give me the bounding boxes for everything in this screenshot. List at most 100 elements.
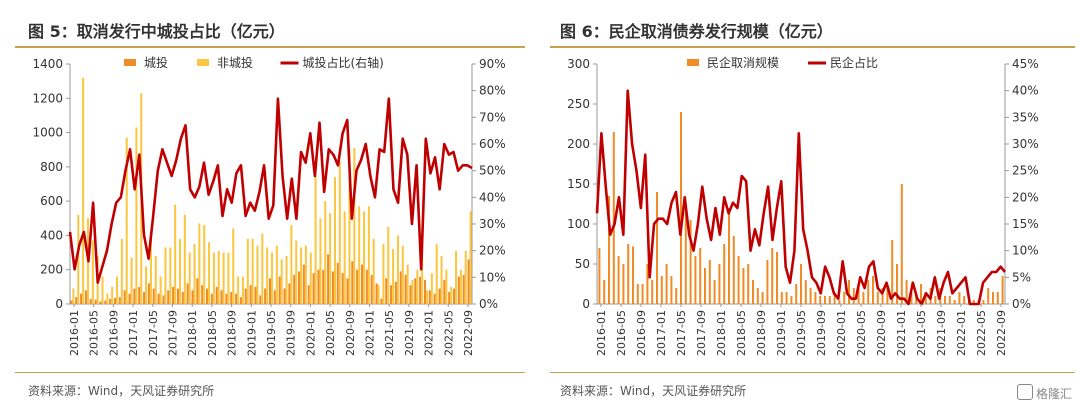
left-bar-b xyxy=(101,276,104,304)
right-bar-a xyxy=(857,288,860,304)
left-bar-a xyxy=(293,274,296,304)
left-bar-b xyxy=(275,245,278,304)
right-x-tick-label: 2020-05 xyxy=(855,310,868,356)
left-x-tick-label: 2021-01 xyxy=(364,310,377,356)
left-bar-a xyxy=(244,288,247,304)
left-bar-a xyxy=(191,290,194,304)
left-bar-a xyxy=(259,295,262,304)
left-bar-b xyxy=(440,256,443,304)
left-bar-a xyxy=(89,298,92,304)
right-bar-a xyxy=(780,292,783,304)
left-bar-a xyxy=(201,285,204,304)
left-y-left-tick-label: 800 xyxy=(40,160,63,174)
left-bar-b xyxy=(459,269,462,304)
right-bar-a xyxy=(703,268,707,304)
chart-title-left: 图 5：取消发行中城投占比（亿元） xyxy=(28,22,285,41)
left-y-right-tick-label: 70% xyxy=(479,110,506,124)
left-bar-b xyxy=(290,225,293,304)
left-bar-a xyxy=(215,286,218,304)
left-bar-b xyxy=(212,252,215,304)
right-bar-a xyxy=(771,248,774,304)
left-x-tick-label: 2020-09 xyxy=(344,310,357,356)
right-bar-a xyxy=(804,280,807,304)
right-bar-a xyxy=(1001,276,1004,304)
left-bar-b xyxy=(396,235,399,304)
left-bar-b xyxy=(464,250,467,304)
right-bar-a xyxy=(785,292,788,304)
right-x-tick-label: 2022-05 xyxy=(975,310,988,356)
left-bar-b xyxy=(416,269,419,304)
left-bar-b xyxy=(411,280,414,304)
left-x-tick-label: 2017-09 xyxy=(167,310,180,356)
left-bar-a xyxy=(99,301,102,304)
right-y-right-tick-label: 30% xyxy=(1012,137,1039,151)
right-y-right-tick-label: 25% xyxy=(1012,164,1039,178)
left-bar-b xyxy=(227,252,230,304)
left-bar-a xyxy=(307,285,310,304)
left-y-right-tick-label: 60% xyxy=(479,137,506,151)
left-x-tick-label: 2022-05 xyxy=(442,310,455,356)
right-x-tick-label: 2021-09 xyxy=(935,310,948,356)
left-bar-a xyxy=(230,292,233,304)
left-bar-a xyxy=(423,280,426,304)
right-bar-a xyxy=(891,240,894,304)
right-bar-a xyxy=(943,296,947,304)
left-bar-b xyxy=(241,276,244,304)
right-bar-a xyxy=(627,244,630,304)
left-y-left-tick-label: 1400 xyxy=(32,57,63,71)
right-x-tick-label: 2017-01 xyxy=(655,310,668,356)
right-y-right-tick-label: 10% xyxy=(1012,244,1039,258)
left-x-tick-label: 2019-05 xyxy=(265,310,278,356)
right-x-tick-label: 2022-01 xyxy=(955,310,968,356)
left-x-tick-label: 2021-05 xyxy=(383,310,396,356)
left-bar-b xyxy=(135,127,138,305)
left-bar-b xyxy=(237,276,240,304)
right-bar-a xyxy=(867,280,870,304)
right-bar-a xyxy=(814,292,817,304)
left-y-right-tick-label: 40% xyxy=(479,190,506,204)
right-legend-label: 民企占比 xyxy=(830,55,878,70)
left-bar-a xyxy=(336,262,339,304)
left-bar-a xyxy=(351,261,354,304)
right-y-left-tick-label: 200 xyxy=(567,137,590,151)
left-bar-b xyxy=(193,244,196,304)
title-rule-left xyxy=(15,46,525,48)
left-bar-a xyxy=(104,300,107,304)
left-bar-a xyxy=(254,286,257,304)
right-bar-a xyxy=(655,192,659,304)
left-bar-a xyxy=(75,297,78,304)
right-bar-a xyxy=(948,296,951,304)
left-bar-b xyxy=(450,286,453,304)
left-bar-b xyxy=(382,244,385,304)
left-bar-a xyxy=(380,298,383,304)
right-bar-a xyxy=(953,300,956,304)
right-bar-a xyxy=(607,196,611,304)
left-bar-b xyxy=(208,242,211,304)
right-bar-a xyxy=(919,284,923,304)
left-bar-b xyxy=(169,247,172,304)
left-bar-a xyxy=(399,271,402,304)
left-bar-b xyxy=(363,211,366,304)
right-bar-a xyxy=(727,208,731,304)
chart-title-right: 图 6：民企取消债券发行规模（亿元） xyxy=(560,22,833,41)
right-y-right-tick-label: 20% xyxy=(1012,190,1039,204)
right-bar-a xyxy=(775,252,779,304)
left-bar-a xyxy=(152,288,155,304)
left-x-tick-label: 2020-01 xyxy=(304,310,317,356)
right-bar-a xyxy=(660,276,663,304)
left-bar-a xyxy=(157,293,160,304)
left-y-right-tick-label: 20% xyxy=(479,244,506,258)
left-bar-b xyxy=(125,137,128,304)
left-x-tick-label: 2021-09 xyxy=(403,310,416,356)
left-bar-b xyxy=(324,201,327,304)
left-bar-b xyxy=(348,149,351,304)
left-bar-a xyxy=(172,286,175,304)
left-bar-b xyxy=(266,247,269,304)
left-y-left-tick-label: 0 xyxy=(55,297,63,311)
right-bar-a xyxy=(747,264,750,304)
right-bar-a xyxy=(972,300,975,304)
left-bar-b xyxy=(425,290,429,304)
left-bar-a xyxy=(302,264,305,304)
right-bar-a xyxy=(991,292,995,304)
right-bar-a xyxy=(603,280,606,304)
